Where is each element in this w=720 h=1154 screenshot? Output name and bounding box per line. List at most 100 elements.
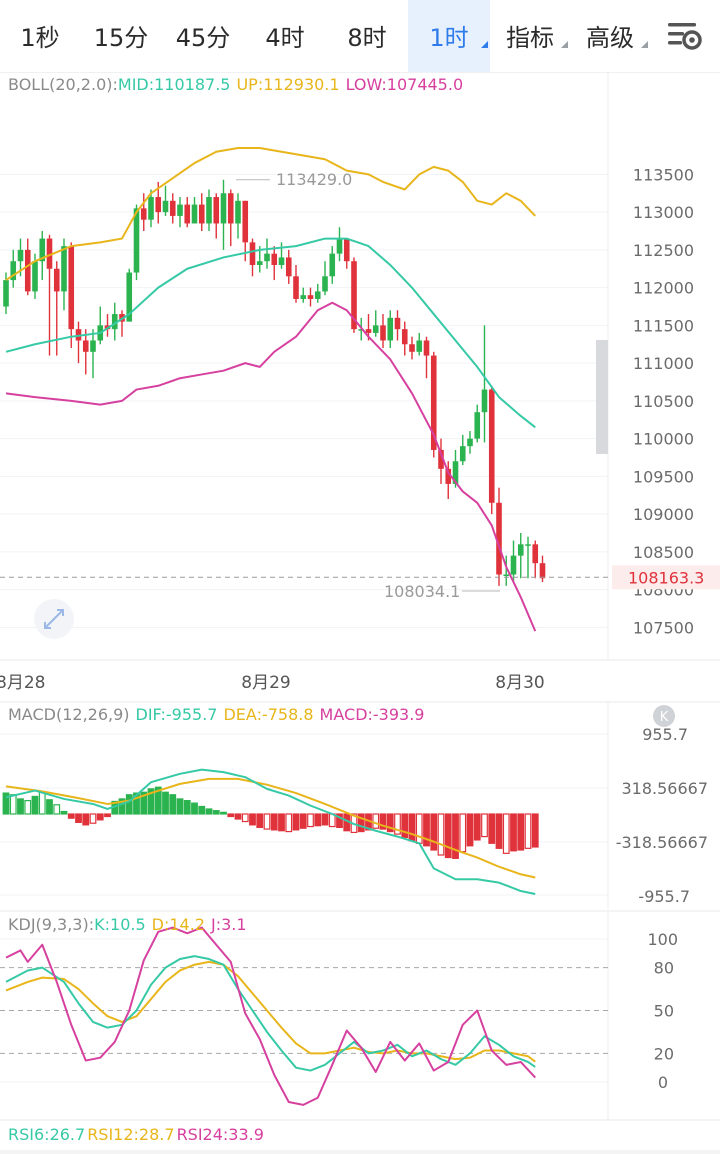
macd-histogram-bar <box>96 813 104 821</box>
candle-body <box>148 197 154 220</box>
macd-histogram-bar <box>473 813 481 841</box>
k-badge-icon[interactable] <box>653 705 675 727</box>
k-badge-label: K <box>660 710 669 725</box>
y-tick-label: 110000 <box>633 430 694 449</box>
candle-body <box>423 340 430 356</box>
tab-7[interactable]: 高级 <box>570 0 650 72</box>
macd-histogram-bar <box>169 794 177 815</box>
candle-body <box>307 295 314 299</box>
kdj-d-line <box>5 960 536 1063</box>
tab-0[interactable]: 1秒 <box>0 0 80 72</box>
candle-body <box>401 329 408 345</box>
candle-body <box>111 314 118 330</box>
x-tick-label: 8月30 <box>495 673 544 693</box>
macd-histogram-bar <box>423 813 430 847</box>
indicator-label: KDJ(9,3,3): <box>8 915 94 934</box>
candle-body <box>488 389 495 503</box>
kdj-k-line <box>5 955 536 1072</box>
y-tick-label: 955.7 <box>642 725 688 744</box>
tab-label: 15分 <box>93 24 149 52</box>
candle-body <box>285 257 292 277</box>
tab-1[interactable]: 15分 <box>80 0 162 72</box>
last-price-badge <box>612 565 720 590</box>
rsi-value: RSI24:33.9 <box>177 1125 264 1144</box>
rsi-legend: RSI6:26.7 RSI12:28.7 RSI24:33.9 <box>8 1125 264 1144</box>
tab-label: 指标 <box>506 24 554 52</box>
tab-6[interactable]: 指标 <box>490 0 570 72</box>
macd-histogram-bar <box>198 805 206 815</box>
macd-histogram-bar <box>307 813 314 828</box>
last-price-label: 108163.3 <box>628 568 704 587</box>
macd-histogram-bar <box>481 813 488 838</box>
candle-body <box>155 197 162 213</box>
candle-body <box>416 340 423 352</box>
macd-histogram-bar <box>249 813 256 826</box>
candle-body <box>452 461 459 484</box>
tab-label: 45分 <box>175 24 231 52</box>
macd-dea-line <box>5 777 536 879</box>
candle-body <box>256 261 263 265</box>
candle-body <box>235 200 241 224</box>
candle-body <box>177 204 183 216</box>
candle-body <box>358 329 365 331</box>
y-tick-label: 50 <box>654 1002 674 1021</box>
candle-body <box>387 317 394 341</box>
macd-histogram-bar <box>292 813 300 831</box>
candle-body <box>206 197 212 224</box>
macd-histogram-bar <box>394 813 401 835</box>
macd-histogram-bar <box>234 813 242 820</box>
candle-body <box>3 280 9 307</box>
candle-body <box>394 317 401 330</box>
tab-5[interactable]: 1时 <box>408 0 490 72</box>
macd-histogram-bar <box>437 813 445 856</box>
candle-body <box>53 268 60 292</box>
legend-value: J:3.1 <box>210 915 247 934</box>
candle-body <box>365 329 372 333</box>
candle-body <box>82 340 89 352</box>
timeframe-tab-bar: 1秒 15分 45分 4时 8时 1时 指标 高级 <box>0 0 720 73</box>
candle-body <box>314 291 321 299</box>
candle-body <box>532 544 539 564</box>
candle-body <box>539 563 546 579</box>
macd-histogram-bar <box>285 813 293 833</box>
macd-histogram-bar <box>82 813 90 826</box>
macd-histogram-bar <box>372 813 380 829</box>
candle-body <box>133 208 140 273</box>
tab-label: 8时 <box>347 24 387 52</box>
rsi-value: RSI6:26.7 <box>8 1125 85 1144</box>
macd-histogram-bar <box>336 813 343 828</box>
candle-body <box>517 544 524 556</box>
candle-body <box>17 249 24 262</box>
candle-body <box>474 412 481 439</box>
tab-3[interactable]: 4时 <box>244 0 326 72</box>
macd-histogram-bar <box>495 813 503 849</box>
expand-icon-glyph <box>44 609 64 629</box>
chart-settings-icon[interactable] <box>664 18 704 54</box>
macd-histogram-bar <box>89 813 97 824</box>
tab-4[interactable]: 8时 <box>326 0 408 72</box>
candle-body <box>90 340 96 352</box>
candle-body <box>140 208 147 220</box>
candle-body <box>438 449 444 469</box>
candle-body <box>372 325 379 333</box>
candle-body <box>249 242 256 265</box>
y-tick-label: 108500 <box>633 543 694 562</box>
candle-body <box>481 389 488 413</box>
candle-body <box>343 238 350 262</box>
candle-body <box>430 355 437 450</box>
macd-histogram-bar <box>524 813 532 849</box>
candle-body <box>264 253 270 262</box>
macd-histogram-bar <box>67 813 75 819</box>
macd-histogram-bar <box>17 798 24 815</box>
candle-body <box>184 204 191 224</box>
candle-body <box>467 438 473 447</box>
macd-histogram-bar <box>488 813 496 844</box>
y-tick-label: 112000 <box>633 279 694 298</box>
candle-body <box>169 200 176 216</box>
indicator-label: MACD(12,26,9) <box>8 705 130 724</box>
tab-2[interactable]: 45分 <box>162 0 244 72</box>
scroll-handle[interactable] <box>596 340 608 454</box>
macd-histogram-bar <box>386 813 394 833</box>
y-tick-label: -955.7 <box>638 887 690 906</box>
candle-body <box>459 446 466 462</box>
